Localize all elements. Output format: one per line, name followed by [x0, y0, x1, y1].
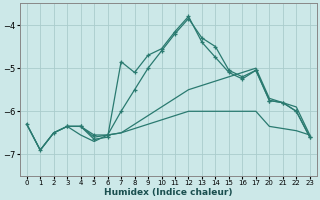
- X-axis label: Humidex (Indice chaleur): Humidex (Indice chaleur): [104, 188, 233, 197]
